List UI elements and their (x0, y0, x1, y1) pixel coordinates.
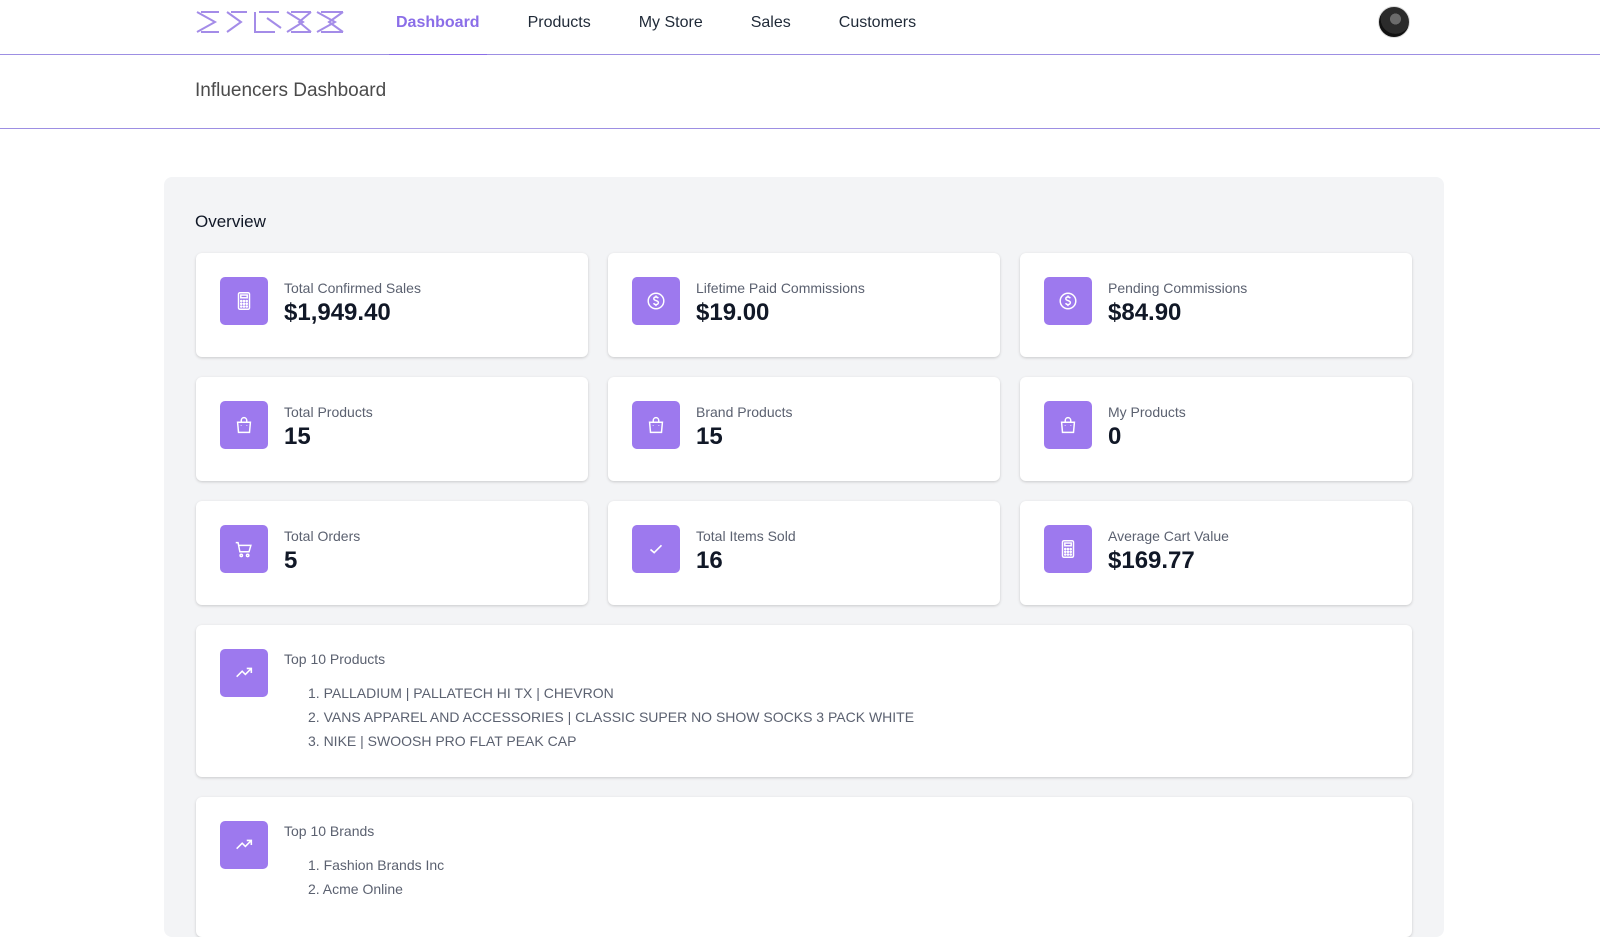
nav-my-store-label: My Store (638, 14, 703, 31)
brand-logo[interactable] (195, 8, 347, 36)
nav-dashboard[interactable]: Dashboard (372, 0, 504, 56)
shopping-bag-icon (220, 401, 268, 449)
nav-sales[interactable]: Sales (727, 0, 815, 55)
stat-card-brand-products: Brand Products 15 (608, 377, 1000, 481)
stat-value: 15 (284, 423, 311, 450)
page-title: Influencers Dashboard (195, 80, 387, 101)
stat-value: $19.00 (696, 299, 770, 326)
stat-card-total-orders: Total Orders 5 (196, 501, 588, 605)
stat-label: Total Products (284, 404, 373, 420)
stat-label: Average Cart Value (1108, 528, 1229, 544)
top-navbar: Dashboard Products My Store Sales Custom… (0, 0, 1600, 56)
list-item: 2. VANS APPAREL AND ACCESSORIES | CLASSI… (308, 709, 915, 725)
stat-card-total-items-sold: Total Items Sold 16 (608, 501, 1000, 605)
dollar-circle-icon (632, 277, 680, 325)
stat-card-average-cart-value: Average Cart Value $169.77 (1020, 501, 1412, 605)
stat-label: Pending Commissions (1108, 280, 1248, 296)
stat-value: $1,949.40 (284, 299, 391, 326)
user-avatar[interactable] (1378, 6, 1410, 38)
shopping-bag-icon (632, 401, 680, 449)
stat-value: 16 (696, 547, 723, 574)
stat-label: Brand Products (696, 404, 793, 420)
list-item: 2. Acme Online (308, 881, 403, 897)
calculator-icon (1044, 525, 1092, 573)
stat-card-pending-commissions: Pending Commissions $84.90 (1020, 253, 1412, 357)
trending-up-icon (220, 821, 268, 869)
check-icon (632, 525, 680, 573)
stat-label: Total Confirmed Sales (284, 280, 421, 296)
stat-card-total-products: Total Products 15 (196, 377, 588, 481)
top-products-list: 1. PALLADIUM | PALLATECH HI TX | CHEVRON… (308, 681, 914, 753)
nav-sales-label: Sales (750, 14, 791, 31)
top-brands-list: 1. Fashion Brands Inc 2. Acme Online (308, 853, 444, 901)
stat-value: $84.90 (1108, 299, 1182, 326)
page-header: Influencers Dashboard (0, 55, 1600, 129)
nav-customers[interactable]: Customers (815, 0, 940, 55)
top-products-card: Top 10 Products 1. PALLADIUM | PALLATECH… (196, 625, 1412, 777)
stat-value: 0 (1108, 423, 1122, 450)
shopping-cart-icon (220, 525, 268, 573)
stat-value: 5 (284, 547, 298, 574)
list-item: 1. Fashion Brands Inc (308, 857, 445, 873)
stat-label: My Products (1108, 404, 1186, 420)
main-nav: Dashboard Products My Store Sales Custom… (372, 0, 940, 56)
top-brands-label: Top 10 Brands (284, 823, 375, 839)
stat-value: 15 (696, 423, 723, 450)
trending-up-icon (220, 649, 268, 697)
stat-value: $169.77 (1108, 547, 1195, 574)
top-products-label: Top 10 Products (284, 651, 386, 667)
stat-label: Lifetime Paid Commissions (696, 280, 865, 296)
nav-customers-label: Customers (838, 14, 917, 31)
stat-card-my-products: My Products 0 (1020, 377, 1412, 481)
stat-label: Total Items Sold (696, 528, 796, 544)
nav-products-label: Products (527, 14, 591, 31)
overview-heading: Overview (195, 212, 266, 231)
nav-dashboard-label: Dashboard (396, 14, 480, 31)
overview-panel: Overview Total Confirmed Sales $1,949.40… (164, 177, 1444, 937)
shopping-bag-icon (1044, 401, 1092, 449)
top-brands-card: Top 10 Brands 1. Fashion Brands Inc 2. A… (196, 797, 1412, 937)
stat-label: Total Orders (284, 528, 361, 544)
list-item: 1. PALLADIUM | PALLATECH HI TX | CHEVRON (308, 685, 614, 701)
nav-products[interactable]: Products (504, 0, 615, 55)
dollar-circle-icon (1044, 277, 1092, 325)
list-item: 3. NIKE | SWOOSH PRO FLAT PEAK CAP (308, 733, 577, 749)
stat-card-total-confirmed-sales: Total Confirmed Sales $1,949.40 (196, 253, 588, 357)
nav-my-store[interactable]: My Store (615, 0, 727, 55)
calculator-icon (220, 277, 268, 325)
stat-card-lifetime-paid-commissions: Lifetime Paid Commissions $19.00 (608, 253, 1000, 357)
